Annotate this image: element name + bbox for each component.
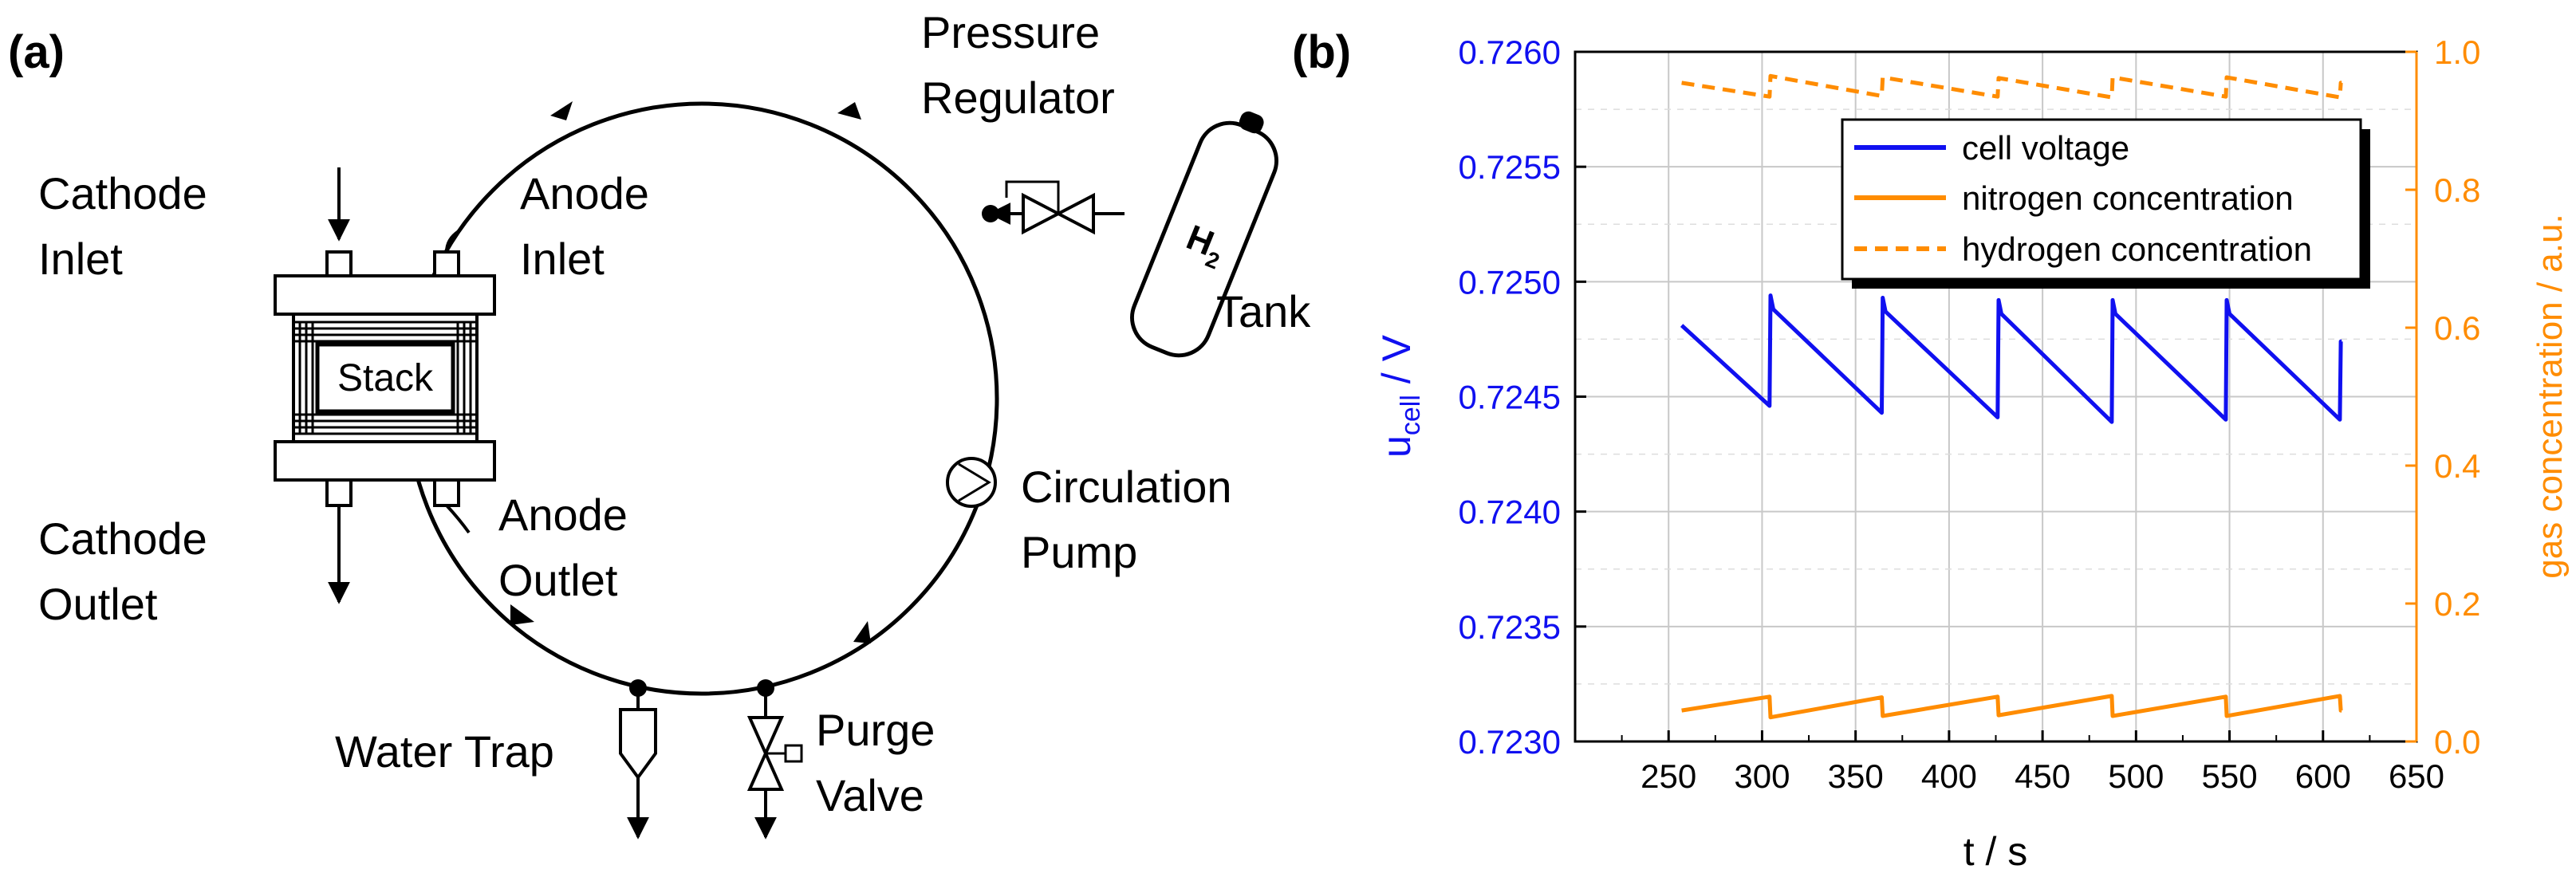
flow-arrow-bottom-right xyxy=(853,621,871,643)
circulation-pump-symbol xyxy=(946,457,997,508)
series-cell-voltage xyxy=(1680,293,2343,424)
x-tick-label: 400 xyxy=(1921,757,1977,795)
y-right-tick-label: 0.6 xyxy=(2434,309,2480,347)
x-tick-label: 250 xyxy=(1641,757,1696,795)
tank-label: Tank xyxy=(1216,286,1311,336)
y-left-tick-label: 0.7235 xyxy=(1459,608,1561,646)
series-nitrogen-concentration xyxy=(1681,694,2343,720)
x-tick-label: 450 xyxy=(2015,757,2070,795)
cathode-outlet-label: Cathode Outlet xyxy=(38,513,207,629)
pressure-regulator-label: Pressure Regulator xyxy=(921,7,1115,123)
panel-b: (b) 250 300 350 400 450 500 550 600 650 0.7230 0.7… xyxy=(1292,26,2570,874)
water-trap-symbol xyxy=(619,688,657,840)
x-tick-label: 350 xyxy=(1828,757,1884,795)
purge-valve-symbol xyxy=(746,688,803,840)
x-tick-label: 650 xyxy=(2389,757,2444,795)
x-tick-label: 300 xyxy=(1734,757,1790,795)
anode-outlet-connection xyxy=(445,504,471,534)
water-trap-label: Water Trap xyxy=(335,726,554,777)
left-axis-title: ucell / V xyxy=(1374,334,1426,458)
x-tick-label: 600 xyxy=(2295,757,2351,795)
y-right-tick-label: 0.0 xyxy=(2434,723,2480,761)
anode-inlet-label: Anode Inlet xyxy=(520,168,649,284)
anode-loop xyxy=(404,101,999,696)
y-left-tick-label: 0.7260 xyxy=(1459,33,1561,71)
pressure-regulator-valve xyxy=(988,180,1125,235)
x-axis-title: t / s xyxy=(1964,829,2028,874)
panel-b-label: (b) xyxy=(1292,26,1351,78)
circulation-pump-label: Circulation Pump xyxy=(1021,462,1232,577)
series-hydrogen-concentration xyxy=(1681,73,2343,100)
flow-arrow-top-right xyxy=(837,102,861,120)
stack-label: Stack xyxy=(337,357,434,399)
legend: cell voltage nitrogen concentration hydr… xyxy=(1841,118,2370,289)
hydrogen-tank: H2 xyxy=(1130,111,1278,358)
flow-arrow-top-left xyxy=(550,101,573,120)
anode-inlet-connection xyxy=(445,230,460,253)
panel-a: (a) xyxy=(8,7,1311,840)
chart-ticks: 250 300 350 400 450 500 550 600 650 0.7230 0.7235 0… xyxy=(1459,33,2481,795)
purge-valve-label: Purge Valve xyxy=(816,705,935,820)
legend-label-cell-voltage: cell voltage xyxy=(1962,129,2129,167)
x-tick-label: 550 xyxy=(2202,757,2258,795)
y-left-tick-label: 0.7240 xyxy=(1459,494,1561,531)
panel-a-label: (a) xyxy=(8,26,65,78)
anode-outlet-label: Anode Outlet xyxy=(498,490,628,605)
y-left-tick-label: 0.7250 xyxy=(1459,263,1561,301)
flow-arrows xyxy=(510,101,871,643)
y-right-tick-label: 0.2 xyxy=(2434,585,2480,623)
y-left-tick-label: 0.7230 xyxy=(1459,723,1561,761)
cathode-inlet-label: Cathode Inlet xyxy=(38,168,207,284)
y-right-tick-label: 0.8 xyxy=(2434,171,2480,209)
schematic-labels: Pressure Regulator Tank Cathode Inlet Anod… xyxy=(38,7,1311,820)
stack-plate-lines xyxy=(293,321,477,435)
fuel-cell-stack: Stack xyxy=(274,250,496,507)
y-right-tick-label: 0.4 xyxy=(2434,447,2480,485)
legend-label-nitrogen: nitrogen concentration xyxy=(1962,179,2294,217)
y-left-tick-label: 0.7255 xyxy=(1459,148,1561,186)
flow-arrow-bottom-left xyxy=(510,604,534,625)
y-left-tick-label: 0.7245 xyxy=(1459,379,1561,416)
x-tick-label: 500 xyxy=(2108,757,2164,795)
y-right-tick-label: 1.0 xyxy=(2434,33,2480,71)
legend-label-hydrogen: hydrogen concentration xyxy=(1962,230,2312,268)
right-axis-title: gas concentration / a.u. xyxy=(2531,214,2570,578)
chart-series xyxy=(1680,73,2343,720)
